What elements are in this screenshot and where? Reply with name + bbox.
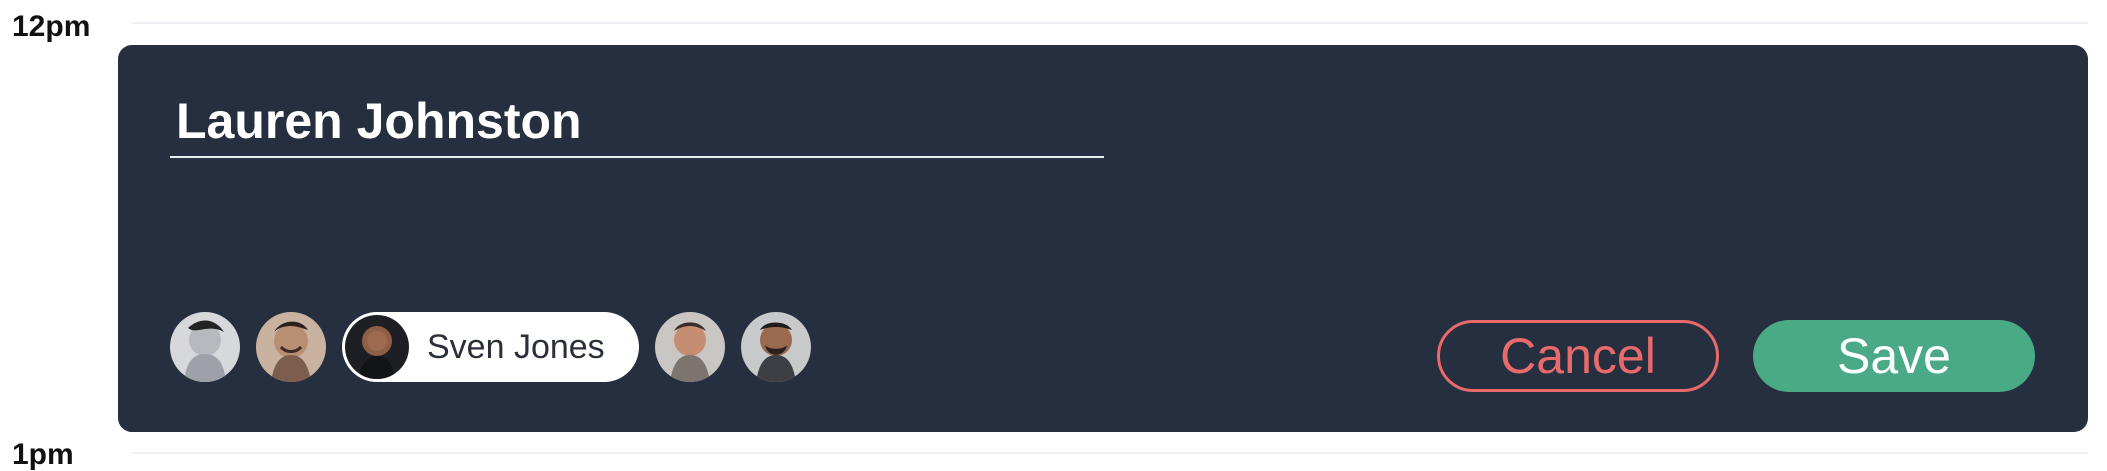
event-title-field[interactable] bbox=[170, 88, 1104, 158]
participant-avatar[interactable] bbox=[654, 312, 725, 382]
avatar-male-icon bbox=[654, 312, 725, 382]
hour-divider-12pm bbox=[132, 22, 2088, 24]
event-title-input[interactable] bbox=[170, 88, 1104, 154]
participant-pill-selected[interactable]: Sven Jones bbox=[342, 312, 639, 382]
avatar-male-bald-icon bbox=[345, 315, 409, 379]
participant-avatar bbox=[345, 315, 409, 379]
hour-divider-1pm bbox=[132, 452, 2088, 454]
participant-avatar[interactable] bbox=[740, 312, 811, 382]
participant-avatar[interactable] bbox=[256, 312, 326, 382]
cancel-button[interactable]: Cancel bbox=[1437, 320, 1719, 392]
time-label-12pm: 12pm bbox=[12, 10, 91, 43]
avatar-male-smiling-icon bbox=[256, 312, 326, 382]
avatar-male-beard-icon bbox=[740, 312, 811, 382]
participant-name: Sven Jones bbox=[427, 328, 605, 366]
participant-avatar[interactable] bbox=[170, 312, 240, 382]
participant-selector: Sven Jones bbox=[170, 312, 811, 382]
time-label-1pm: 1pm bbox=[12, 438, 74, 471]
avatar-female-icon bbox=[170, 312, 240, 382]
save-button[interactable]: Save bbox=[1753, 320, 2035, 392]
